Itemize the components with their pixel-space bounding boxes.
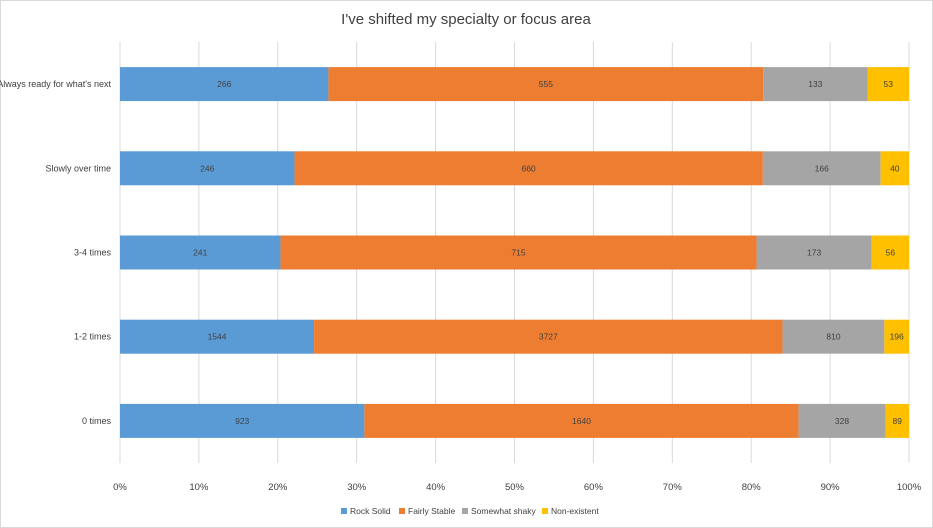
data-label: 1640 — [572, 416, 591, 426]
data-label: 56 — [886, 248, 896, 258]
bar-segment — [120, 151, 295, 186]
x-tick-label: 50% — [505, 482, 525, 493]
data-label: 166 — [815, 163, 829, 173]
category-label: 1-2 times — [74, 332, 112, 342]
bar-segment — [880, 151, 909, 186]
bar-segment — [364, 403, 799, 438]
legend: Rock Solid Fairly Stable Somewhat shaky Non… — [341, 506, 599, 516]
bar-segment — [120, 235, 281, 270]
data-label: 53 — [884, 79, 894, 89]
x-tick-label: 80% — [742, 482, 762, 493]
legend-label: Somewhat shaky — [471, 506, 536, 516]
x-tick-label: 90% — [821, 482, 841, 493]
data-label: 173 — [807, 248, 821, 258]
legend-swatch — [462, 508, 468, 514]
legend-swatch — [341, 508, 347, 514]
x-tick-label: 60% — [584, 482, 604, 493]
x-tick-label: 10% — [189, 482, 209, 493]
bar-segment — [120, 403, 365, 438]
data-label: 40 — [890, 163, 900, 173]
bar-segment — [314, 319, 783, 354]
data-label: 660 — [522, 163, 536, 173]
bar-segment — [871, 235, 909, 270]
data-label: 715 — [511, 248, 525, 258]
data-label: 241 — [193, 248, 207, 258]
bar-segment — [280, 235, 757, 270]
bars — [120, 67, 909, 438]
bar-segment — [120, 319, 315, 354]
bar-segment — [756, 235, 872, 270]
legend-label: Rock Solid — [350, 506, 391, 516]
legend-label: Fairly Stable — [408, 506, 456, 516]
x-tick-label: 100% — [897, 482, 922, 493]
data-label: 923 — [235, 416, 249, 426]
data-labels: 266 555 133 53 246 660 166 40 241 715 173 56 1544 372… — [193, 79, 904, 426]
bar-segment — [294, 151, 763, 186]
x-tick-label: 70% — [663, 482, 683, 493]
x-tick-labels: 0% 10% 20% 30% 40% 50% 60% 70% 80% 90% 100% — [113, 482, 922, 493]
data-label: 3727 — [539, 332, 558, 342]
bar-segment — [763, 67, 868, 102]
bar-segment — [782, 319, 885, 354]
bar-segment — [867, 67, 909, 102]
data-label: 133 — [808, 79, 822, 89]
bar-segment — [885, 403, 909, 438]
chart-title: I've shifted my specialty or focus area — [341, 11, 591, 28]
category-label: Slowly over time — [45, 163, 111, 173]
x-tick-label: 20% — [268, 482, 288, 493]
legend-swatch — [399, 508, 405, 514]
data-label: 555 — [539, 79, 553, 89]
x-tick-label: 40% — [426, 482, 446, 493]
data-label: 1544 — [208, 332, 227, 342]
category-labels: Always ready for what's next Slowly over … — [0, 79, 111, 426]
legend-label: Non-existent — [551, 506, 599, 516]
x-tick-label: 30% — [347, 482, 367, 493]
data-label: 196 — [890, 332, 904, 342]
data-label: 328 — [835, 416, 849, 426]
bar-segment — [798, 403, 886, 438]
category-label: 3-4 times — [74, 248, 112, 258]
data-label: 89 — [892, 416, 902, 426]
bar-segment — [884, 319, 909, 354]
category-label: 0 times — [82, 416, 112, 426]
legend-swatch — [542, 508, 548, 514]
bar-segment — [762, 151, 881, 186]
bar-segment — [328, 67, 764, 102]
data-label: 266 — [217, 79, 231, 89]
x-tick-label: 0% — [113, 482, 127, 493]
data-label: 810 — [826, 332, 840, 342]
data-label: 246 — [200, 163, 214, 173]
category-label: Always ready for what's next — [0, 79, 111, 89]
bar-segment — [120, 67, 329, 102]
